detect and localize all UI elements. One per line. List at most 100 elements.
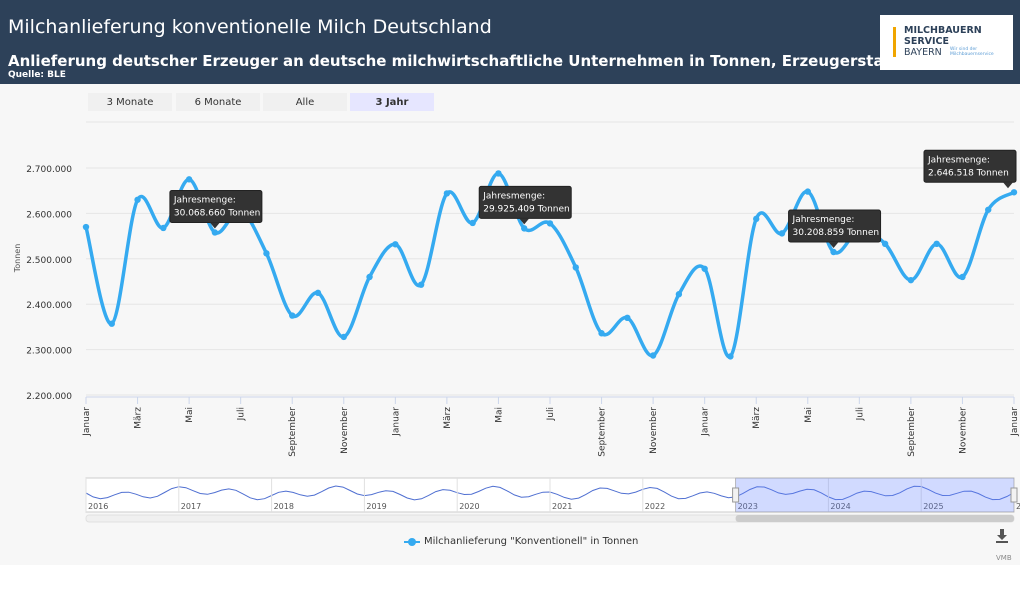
data-point	[469, 219, 476, 227]
data-point	[211, 229, 219, 236]
x-tick-label: März	[134, 407, 144, 429]
navigator-year-label: 2022	[645, 502, 665, 511]
annotation-value: 29.925.409 Tonnen	[483, 204, 570, 214]
annotation-pointer	[1003, 182, 1013, 189]
x-tick-label: Mai	[494, 407, 504, 423]
legend-label: Milchanlieferung "Konventionell" in Tonn…	[424, 536, 639, 547]
data-point	[82, 223, 90, 231]
data-point	[340, 333, 347, 341]
logo: MILCHBAUERN SERVICE BAYERN Wir sind der …	[880, 15, 1013, 70]
data-point	[1010, 189, 1018, 196]
x-tick-label: Mai	[185, 407, 195, 423]
annotation-tooltip: Jahresmenge: 2.646.518 Tonnen	[923, 149, 1017, 189]
data-point	[907, 276, 915, 284]
y-tick-label: 2.300.000	[26, 347, 72, 357]
data-point	[572, 264, 579, 271]
data-point	[624, 314, 631, 322]
annotation-pointer	[209, 222, 220, 229]
x-tick-label: Januar	[1010, 407, 1020, 437]
x-tick-label: Januar	[391, 407, 401, 437]
page-title: Milchanlieferung konventionelle Milch De…	[8, 16, 492, 38]
logo-tagline: Wir sind der Milchbauernservice	[950, 47, 994, 57]
annotation-box	[923, 149, 1017, 183]
navigator-year-label: 2016	[88, 502, 108, 511]
data-point	[289, 312, 296, 319]
y-axis-label: Tonnen	[13, 244, 22, 274]
source-note: Quelle: BLE	[8, 70, 66, 80]
x-tick-label: November	[340, 407, 350, 454]
x-tick-label: November	[649, 407, 659, 454]
x-tick-label: Mai	[804, 407, 814, 423]
data-point	[314, 289, 322, 297]
legend-item[interactable]: Milchanlieferung "Konventionell" in Tonn…	[404, 536, 638, 547]
data-point	[546, 220, 554, 227]
x-tick-label: September	[907, 407, 917, 457]
x-tick-label: März	[443, 407, 453, 429]
data-point	[598, 330, 605, 337]
annotation-tooltip: Jahresmenge: 30.208.859 Tonnen	[788, 209, 882, 248]
navigator-year-label: 2024	[830, 502, 850, 511]
y-tick-label: 2.600.000	[26, 210, 72, 220]
navigator-year-label: 2023	[738, 502, 758, 511]
navigator-handle-right	[1010, 487, 1018, 503]
x-tick-label: Januar	[82, 407, 92, 437]
data-point	[804, 188, 811, 195]
annotation-label: Jahresmenge:	[792, 215, 855, 225]
x-tick-label: Juli	[237, 407, 247, 421]
data-point	[392, 241, 399, 248]
range-button-all[interactable]: Alle	[263, 93, 347, 111]
download-button[interactable]	[992, 528, 1012, 548]
navigator-year-label: 2021	[552, 502, 572, 511]
credit-label: VMB	[996, 554, 1012, 562]
annotation-value: 2.646.518 Tonnen	[928, 168, 1009, 178]
data-point	[108, 320, 115, 327]
data-point	[263, 250, 270, 257]
data-point	[160, 224, 167, 232]
range-button-3-months[interactable]: 3 Monate	[88, 93, 172, 111]
annotation-pointer	[828, 241, 839, 248]
data-point	[185, 176, 193, 183]
page-subtitle: Anlieferung deutscher Erzeuger an deutsc…	[8, 52, 930, 70]
x-tick-label: September	[288, 407, 298, 457]
x-tick-label: November	[958, 407, 968, 454]
navigator-year-label: 2020	[459, 502, 479, 511]
legend-swatch	[404, 537, 420, 547]
y-tick-label: 2.700.000	[26, 165, 72, 175]
data-point	[778, 230, 786, 237]
data-point	[727, 353, 734, 360]
navigator-selection	[735, 477, 1015, 513]
data-point	[134, 196, 141, 203]
annotation-tooltip: Jahresmenge: 30.068.660 Tonnen	[169, 189, 263, 229]
annotation-pointer	[519, 218, 530, 225]
navigator-year-label: 2	[1016, 502, 1020, 511]
annotation-tooltip: Jahresmenge: 29.925.409 Tonnen	[478, 185, 572, 225]
annotation-value: 30.208.859 Tonnen	[793, 228, 880, 238]
data-point	[985, 206, 992, 213]
range-button-6-months[interactable]: 6 Monate	[176, 93, 260, 111]
navigator-handle-left	[732, 487, 740, 503]
x-tick-label: Januar	[701, 407, 711, 437]
data-point	[830, 248, 837, 256]
logo-line-2: SERVICE	[904, 36, 949, 47]
data-point	[753, 215, 760, 223]
x-tick-label: September	[598, 407, 608, 457]
data-point	[495, 170, 502, 177]
x-tick-label: Juli	[546, 407, 556, 421]
logo-line-1: MILCHBAUERN	[904, 25, 982, 36]
navigator-year-label: 2019	[366, 502, 386, 511]
data-point	[649, 352, 657, 359]
data-point	[701, 265, 708, 272]
navigator-year-label: 2025	[923, 502, 943, 511]
x-tick-label: Juli	[855, 407, 865, 421]
header-bar	[0, 0, 1020, 84]
annotation-value: 30.068.660 Tonnen	[174, 208, 261, 218]
logo-line-3: BAYERN	[904, 47, 942, 58]
data-point	[443, 190, 451, 197]
range-button-3-years[interactable]: 3 Jahr	[350, 93, 434, 111]
annotation-label: Jahresmenge:	[927, 155, 990, 165]
data-point	[521, 225, 528, 232]
annotation-label: Jahresmenge:	[173, 195, 236, 205]
data-point	[881, 240, 889, 248]
data-point	[933, 240, 940, 248]
